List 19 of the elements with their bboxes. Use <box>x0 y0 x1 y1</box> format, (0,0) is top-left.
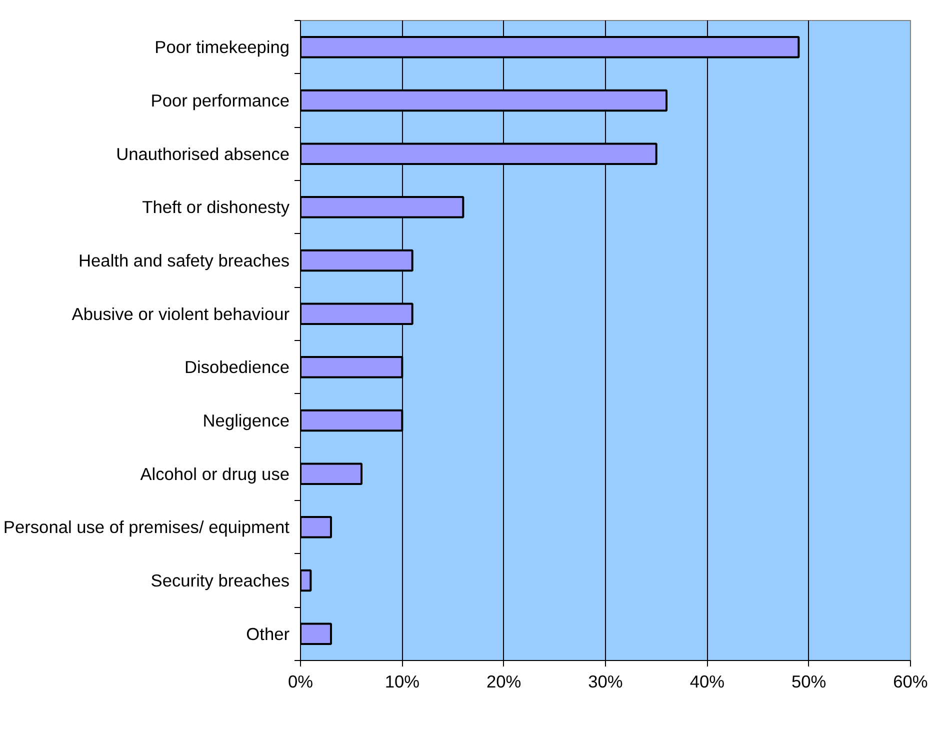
y-tick-label: Theft or dishonesty <box>142 197 290 218</box>
y-tick-label: Disobedience <box>184 357 290 378</box>
y-tick-label: Personal use of premises/ equipment <box>3 517 290 538</box>
y-tick-label: Alcohol or drug use <box>140 464 290 484</box>
y-tick-label: Negligence <box>202 410 290 430</box>
y-tick-label: Poor performance <box>150 90 290 110</box>
x-tick-label: 60% <box>893 672 928 692</box>
y-tick-label: Other <box>246 624 290 644</box>
y-tick-label: Security breaches <box>150 570 290 590</box>
x-tick-label: 0% <box>288 672 314 692</box>
x-tick-label: 20% <box>486 672 522 692</box>
x-tick-label: 30% <box>588 672 623 692</box>
x-tick-label: 50% <box>791 672 826 692</box>
y-tick-label: Abusive or violent behaviour <box>72 304 290 324</box>
x-tick-label: 10% <box>384 672 420 692</box>
y-tick-label: Unauthorised absence <box>116 144 290 164</box>
x-tick-label: 40% <box>690 672 725 692</box>
y-tick-label: Poor timekeeping <box>154 37 290 58</box>
y-tick-label: Health and safety breaches <box>78 250 290 270</box>
